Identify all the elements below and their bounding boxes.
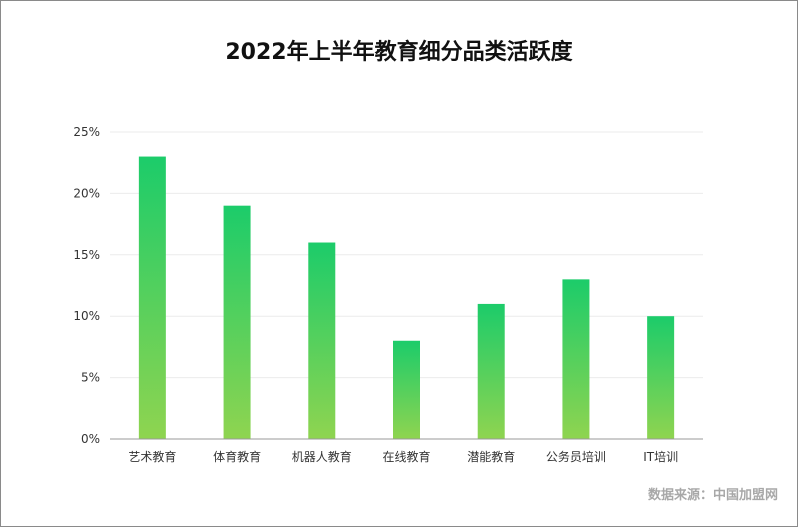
x-category-label: IT培训: [643, 449, 678, 464]
source-note: 数据来源：中国加盟网: [647, 488, 778, 503]
x-category-label: 艺术教育: [128, 449, 176, 464]
y-tick-label: 0%: [81, 432, 100, 446]
y-axis-ticks: 0% 5% 10% 15% 20% 25%: [73, 125, 100, 446]
y-tick-label: 20%: [73, 186, 100, 200]
y-tick-label: 10%: [73, 309, 100, 323]
bar: [477, 303, 505, 439]
x-category-label: 公务员培训: [546, 449, 606, 464]
x-category-label: 潜能教育: [467, 449, 515, 464]
gridlines: [110, 131, 703, 379]
bar: [308, 242, 336, 439]
y-tick-label: 5%: [81, 371, 100, 385]
x-axis-categories: 艺术教育 体育教育 机器人教育 在线教育 潜能教育 公务员培训 IT培训: [128, 449, 678, 464]
bar: [562, 279, 590, 439]
y-tick-label: 15%: [73, 248, 100, 262]
bars: [138, 156, 675, 439]
x-category-label: 在线教育: [382, 449, 430, 464]
bar: [223, 205, 251, 439]
x-category-label: 机器人教育: [292, 449, 352, 464]
y-tick-label: 25%: [73, 125, 100, 139]
bar: [393, 340, 420, 439]
bar: [138, 156, 166, 439]
chart-title: 2022年上半年教育细分品类活跃度: [225, 40, 573, 65]
bar: [647, 316, 675, 439]
x-category-label: 体育教育: [213, 449, 261, 464]
